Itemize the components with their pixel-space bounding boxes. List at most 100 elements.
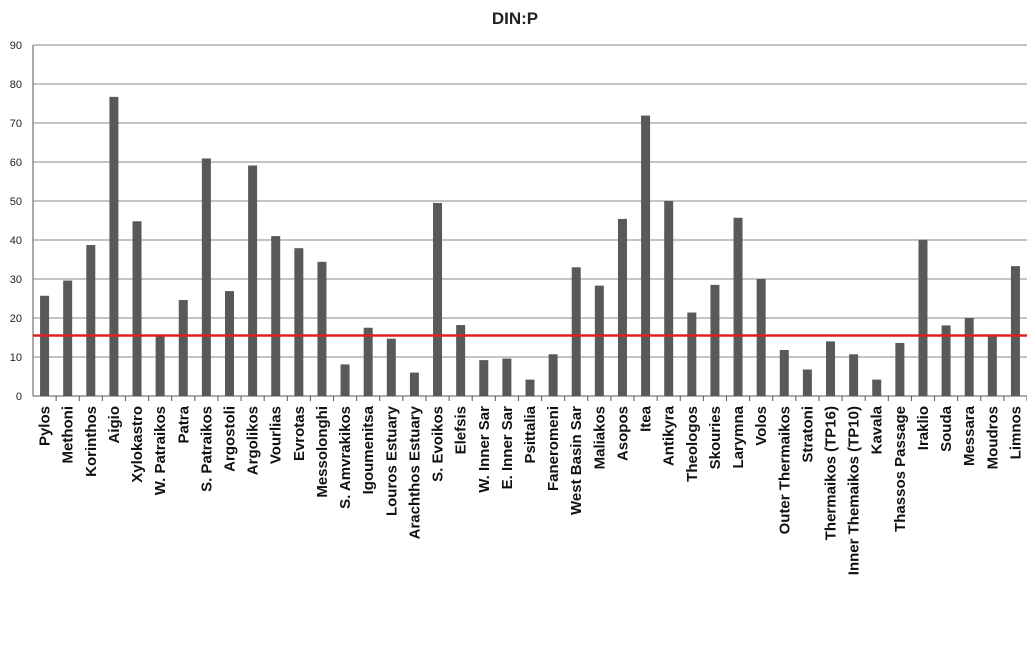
bar	[109, 96, 119, 397]
x-tick-label: W. Patraikos	[152, 406, 169, 495]
y-axis-ticks: 0 10 20 30 40 50 60 70 80 90	[10, 40, 22, 403]
bar	[918, 239, 928, 396]
bar	[802, 369, 812, 396]
y-tick-label: 70	[10, 118, 22, 130]
bar	[941, 325, 951, 396]
bar	[155, 336, 165, 396]
bar	[40, 295, 50, 396]
x-tick-label: Patra	[175, 405, 192, 443]
x-tick-label: Messara	[961, 405, 978, 466]
bar	[201, 158, 211, 396]
x-axis	[32, 45, 1027, 401]
y-tick-label: 90	[10, 40, 22, 52]
bar	[710, 284, 720, 396]
y-tick-label: 50	[10, 196, 22, 208]
x-tick-label: Volos	[753, 406, 770, 446]
x-tick-label: Souda	[938, 405, 955, 451]
x-tick-label: Pylos	[37, 406, 54, 446]
x-tick-label: Thermaikos (TP16)	[823, 406, 840, 540]
bar	[525, 379, 535, 396]
x-tick-label: Limnos	[1007, 406, 1024, 459]
bar	[224, 291, 234, 396]
x-tick-label: Argostoli	[221, 406, 238, 472]
bar	[86, 245, 96, 396]
x-tick-label: Inner Themaikos (TP10)	[846, 406, 863, 575]
bar	[178, 300, 188, 396]
bar	[317, 261, 327, 396]
x-tick-label: Aigio	[106, 406, 123, 444]
y-tick-label: 20	[10, 313, 22, 325]
bar	[849, 354, 859, 396]
chart-title: DIN:P	[492, 9, 538, 28]
x-tick-label: Xylokastro	[129, 406, 146, 483]
x-tick-label: Korinthos	[83, 406, 100, 477]
x-tick-label: Messolonghi	[314, 406, 331, 498]
x-tick-label: Outer Thermaikos	[776, 406, 793, 534]
x-tick-label: Faneromeni	[545, 406, 562, 491]
x-tick-label: Psittalia	[522, 405, 539, 463]
bar	[987, 334, 997, 396]
bar	[872, 379, 882, 396]
bar	[964, 318, 974, 396]
bar	[733, 217, 743, 396]
bar	[294, 248, 304, 396]
bars	[40, 96, 1020, 397]
bar	[571, 267, 581, 396]
x-tick-label: Arachthos Estuary	[406, 405, 423, 539]
bar	[433, 202, 443, 396]
x-tick-label: Iraklio	[915, 406, 932, 450]
bar	[826, 341, 836, 396]
x-tick-label: Argolikos	[245, 406, 262, 475]
bar	[63, 280, 73, 396]
y-tick-label: 60	[10, 157, 22, 169]
x-tick-label: Antikyra	[661, 405, 678, 466]
x-tick-label: Stratoni	[799, 406, 816, 463]
x-tick-label: Theologos	[684, 406, 701, 482]
y-tick-label: 10	[10, 352, 22, 364]
bar	[340, 364, 350, 396]
x-tick-label: Skouries	[707, 406, 724, 469]
bar	[386, 338, 396, 396]
x-tick-label: Evrotas	[291, 406, 308, 461]
bar	[756, 279, 766, 396]
y-tick-label: 80	[10, 79, 22, 91]
bar	[594, 285, 604, 396]
y-tick-label: 40	[10, 235, 22, 247]
bar	[641, 115, 651, 396]
bar	[479, 360, 489, 396]
bar	[895, 342, 905, 396]
x-tick-label: S. Patraikos	[198, 406, 215, 492]
x-tick-label: Itea	[638, 405, 655, 432]
x-tick-label: West Basin Sar	[568, 406, 585, 515]
bar	[132, 221, 142, 396]
bar	[456, 325, 466, 396]
bar	[664, 201, 674, 396]
x-tick-label: Maliakos	[591, 406, 608, 469]
x-tick-label: Larymna	[730, 405, 747, 468]
bar	[363, 327, 373, 396]
x-tick-label: Methoni	[60, 406, 77, 464]
x-tick-label: Thassos Passage	[892, 406, 909, 532]
bar	[548, 354, 558, 396]
x-tick-label: S. Evoikos	[430, 406, 447, 482]
x-tick-label: S. Amvrakikos	[337, 406, 354, 509]
x-tick-label: Elefsis	[453, 406, 470, 454]
x-tick-label: Vourlias	[268, 406, 285, 464]
y-tick-label: 0	[16, 391, 22, 403]
x-tick-label: Louros Estuary	[383, 405, 400, 516]
x-tick-label: E. Inner Sar	[499, 406, 516, 490]
bar	[409, 372, 419, 396]
bar	[779, 349, 789, 396]
x-tick-label: Moudros	[984, 406, 1001, 469]
bar	[617, 218, 627, 396]
x-axis-labels: Pylos Methoni Korinthos Aigio Xylokastro W. P…	[37, 405, 1025, 575]
bar	[687, 312, 697, 396]
x-tick-label: W. Inner Sar	[476, 406, 493, 493]
bar	[1010, 266, 1020, 396]
bar	[502, 358, 512, 396]
x-tick-label: Asopos	[614, 406, 631, 461]
x-tick-label: Igoumenitsa	[360, 405, 377, 494]
bar	[271, 236, 281, 396]
gridlines	[33, 44, 1027, 358]
